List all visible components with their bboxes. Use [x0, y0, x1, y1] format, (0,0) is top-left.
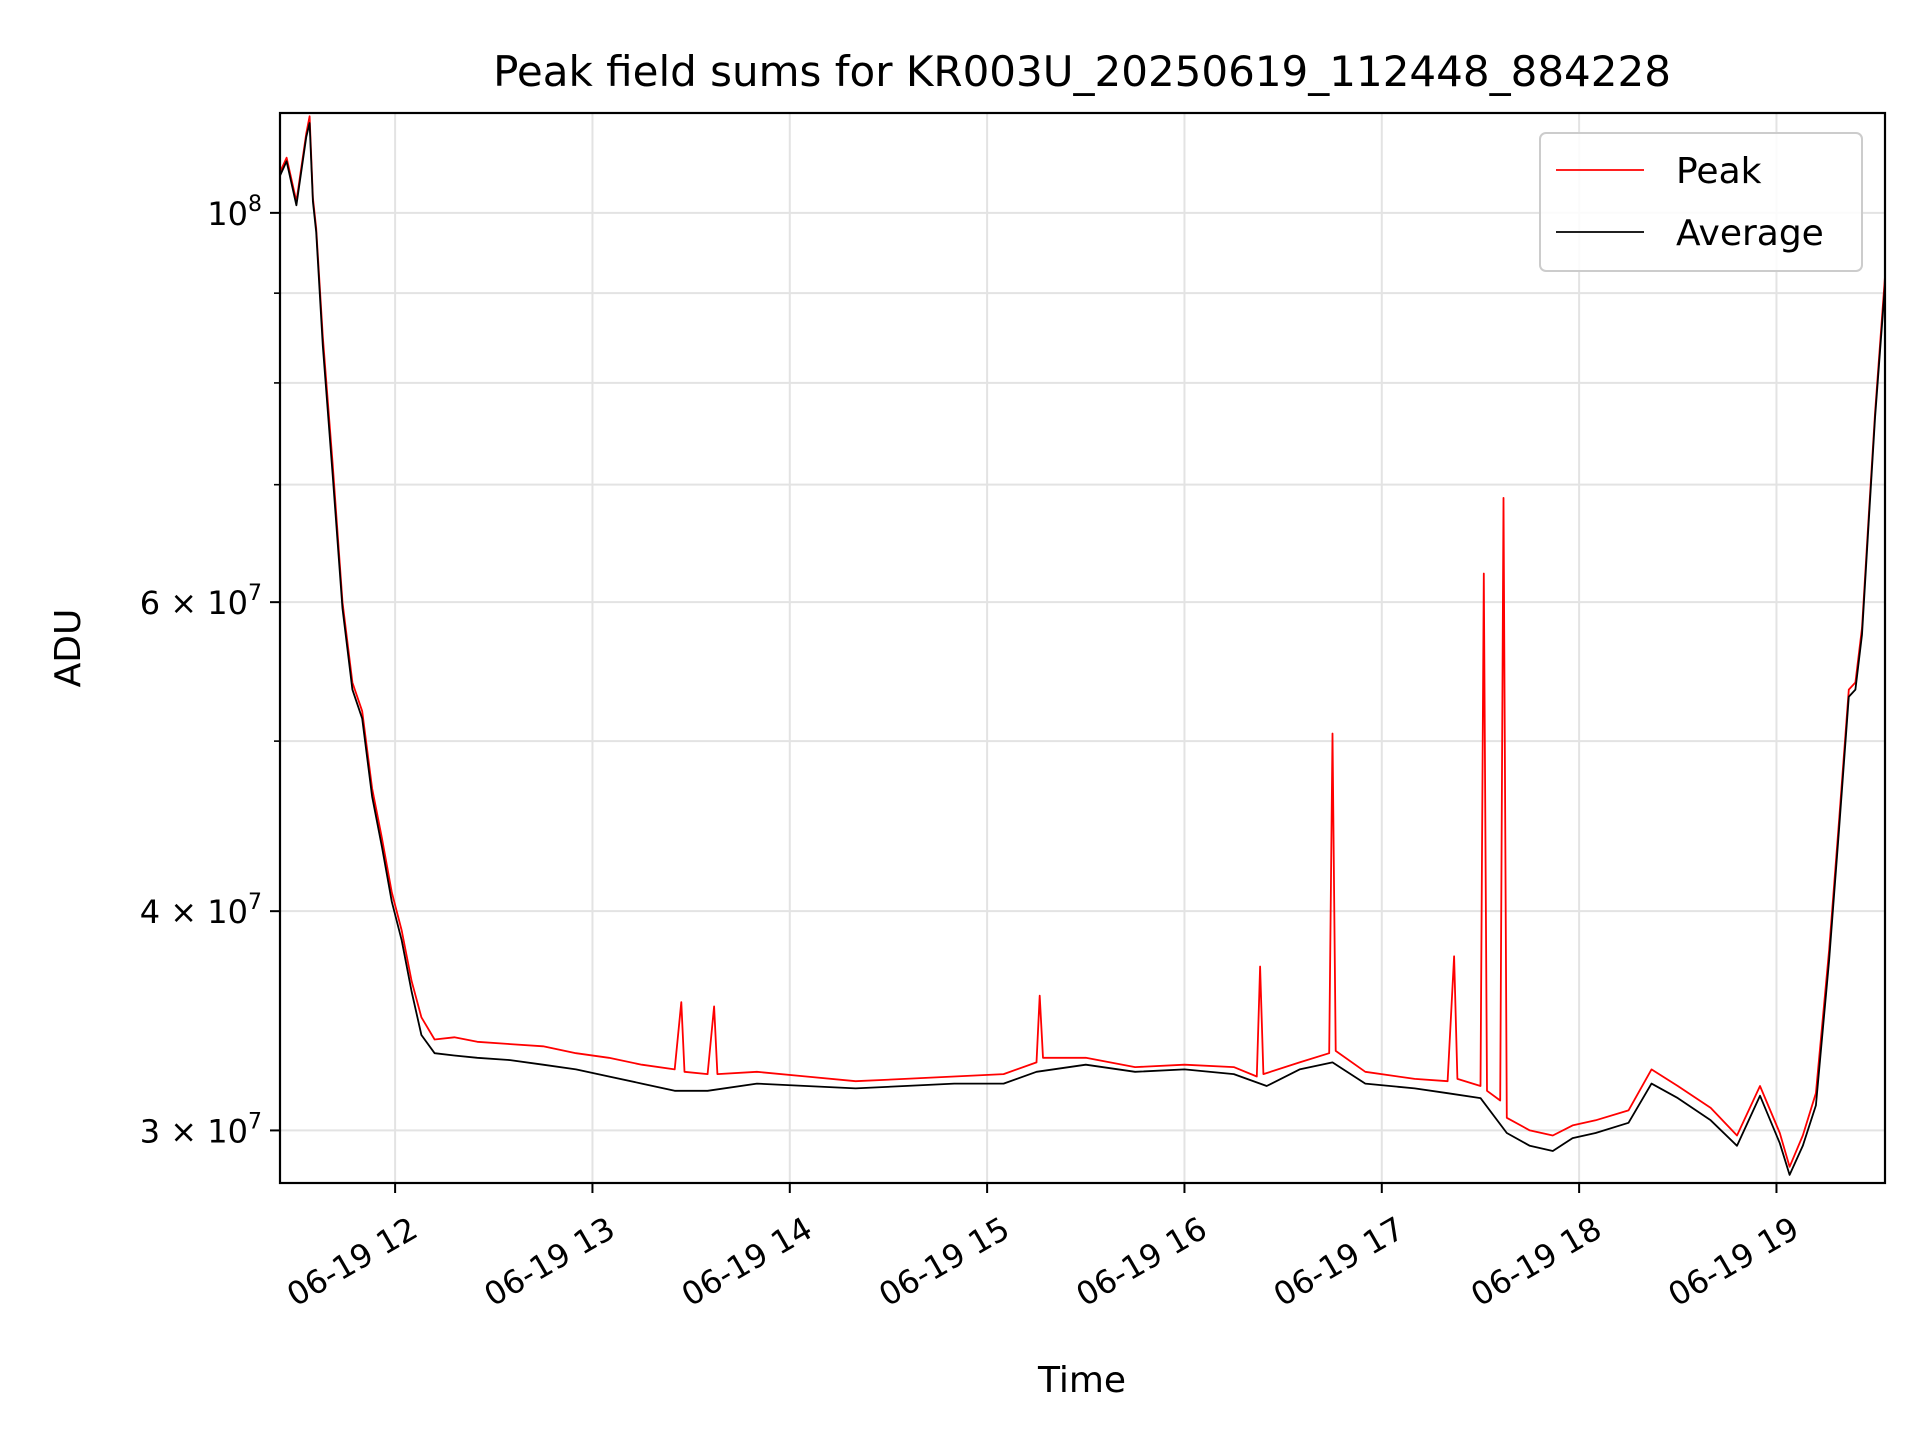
x-axis-label: Time [1037, 1360, 1126, 1401]
series-line-average [279, 122, 1886, 1176]
y-tick-label: 6 × 107 [140, 581, 262, 622]
y-tick-label: 108 [207, 192, 262, 233]
legend-box [1539, 132, 1863, 272]
legend: Peak Average [1539, 132, 1863, 272]
legend-label-peak: Peak [1676, 151, 1762, 192]
series-lines [279, 115, 1886, 1176]
y-tick-label: 4 × 107 [140, 890, 262, 931]
y-tick-label: 3 × 107 [140, 1109, 262, 1150]
grid [280, 113, 1885, 1183]
legend-label-average: Average [1676, 213, 1824, 254]
plot-area-frame [278, 111, 1887, 1185]
y-axis-label: ADU [48, 609, 89, 688]
y-axis-ticks: 3 × 107 4 × 107 6 × 107 108 [140, 192, 280, 1150]
chart-title: Peak field sums for KR003U_20250619_1124… [493, 47, 1671, 96]
series-line-peak [279, 115, 1886, 1168]
